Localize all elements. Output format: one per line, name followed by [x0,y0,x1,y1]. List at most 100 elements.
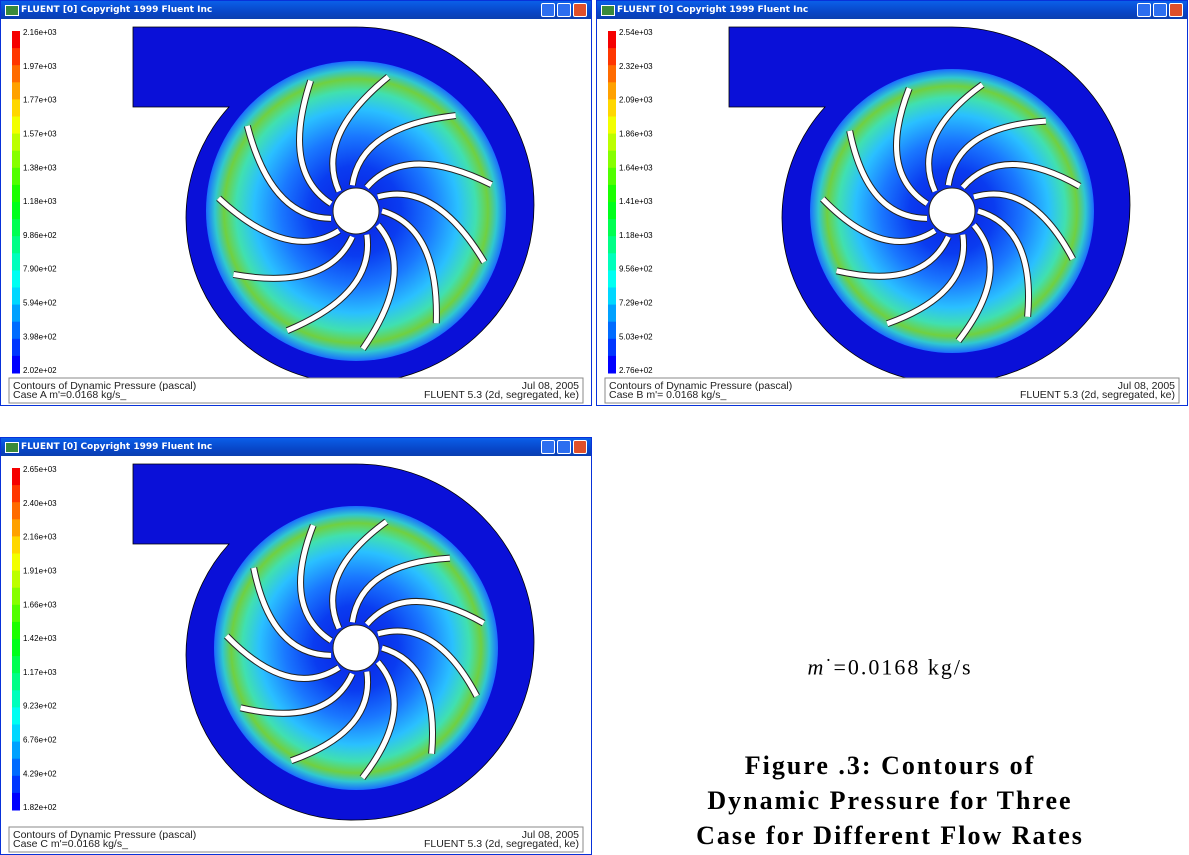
colorbar-label: 1.86e+03 [619,130,653,139]
close-button[interactable] [573,3,587,17]
hub [333,188,379,234]
colorbar-label: 1.18e+03 [619,231,653,240]
footer-text: FLUENT 5.3 (2d, segregated, ke) [424,389,579,401]
colorbar-band [12,485,20,503]
colorbar-band [608,270,616,288]
colorbar-label: 5.03e+02 [619,332,653,341]
colorbar-band [608,168,616,186]
colorbar-label: 1.18e+03 [23,197,57,206]
colorbar-label: 1.41e+03 [619,197,653,206]
footer-text: FLUENT 5.3 (2d, segregated, ke) [1020,389,1175,401]
colorbar-label: 2.65e+03 [23,465,57,474]
close-button[interactable] [1169,3,1183,17]
colorbar-label: 2.16e+03 [23,533,57,542]
colorbar-band [608,356,616,374]
footer-text: Case C m'=0.0168 kg/s_ [13,838,128,850]
minimize-button[interactable] [541,3,555,17]
maximize-button[interactable] [1153,3,1167,17]
colorbar-band [12,605,20,623]
colorbar-band [12,759,20,777]
colorbar-label: 2.54e+03 [619,28,653,37]
colorbar-band [12,639,20,657]
colorbar-band [12,554,20,572]
colorbar-label: 5.94e+02 [23,299,57,308]
colorbar-label: 9.56e+02 [619,265,653,274]
window-title: FLUENT [0] Copyright 1999 Fluent Inc [21,5,212,15]
app-icon [5,442,19,453]
colorbar-label: 7.29e+02 [619,299,653,308]
colorbar-band [12,571,20,589]
colorbar-band [12,253,20,271]
minimize-button[interactable] [541,440,555,454]
colorbar-band [608,82,616,100]
colorbar-band [12,339,20,357]
colorbar-band [12,270,20,288]
figure-caption: Figure .3: Contours of Dynamic Pressure … [600,748,1180,853]
colorbar-label: 4.29e+02 [23,769,57,778]
colorbar-label: 2.09e+03 [619,96,653,105]
hub [929,188,975,234]
footer-text: Case A m'=0.0168 kg/s_ [13,389,126,401]
colorbar-band [12,151,20,169]
maximize-button[interactable] [557,440,571,454]
colorbar-band [12,185,20,203]
colorbar-band [12,502,20,520]
colorbar-band [608,288,616,306]
mass-flow-value: =0.0168 kg/s [833,654,972,679]
minimize-button[interactable] [1137,3,1151,17]
colorbar-band [12,236,20,254]
colorbar-band [12,99,20,117]
colorbar-band [12,305,20,323]
colorbar-label: 1.38e+03 [23,163,57,172]
colorbar-label: 1.57e+03 [23,130,57,139]
colorbar-label: 1.42e+03 [23,634,57,643]
colorbar-band [608,31,616,49]
window-title: FLUENT [0] Copyright 1999 Fluent Inc [617,5,808,15]
colorbar-band [12,168,20,186]
footer-text: FLUENT 5.3 (2d, segregated, ke) [424,838,579,850]
colorbar-band [12,82,20,100]
maximize-button[interactable] [557,3,571,17]
colorbar-band [12,117,20,135]
colorbar-band [12,707,20,725]
colorbar-label: 1.17e+03 [23,668,57,677]
page: FLUENT [0] Copyright 1999 Fluent Inc 2.16… [0,0,1189,855]
colorbar-label: 9.23e+02 [23,702,57,711]
colorbar-band [608,151,616,169]
colorbar-band [608,99,616,117]
graphics: 2.65e+032.40e+032.16e+031.91e+031.66e+03… [1,456,591,854]
colorbar-label: 2.32e+03 [619,62,653,71]
footer-text: Case B m'= 0.0168 kg/s_ [609,389,726,401]
colorbar-band [12,776,20,794]
colorbar-band [608,117,616,135]
colorbar-band [12,134,20,152]
colorbar-label: 7.90e+02 [23,265,57,274]
colorbar-band [12,519,20,537]
colorbar-band [12,356,20,374]
colorbar-band [12,468,20,486]
colorbar-band [608,185,616,203]
colorbar-band [608,339,616,357]
colorbar-label: 9.86e+02 [23,231,57,240]
colorbar-band [12,219,20,237]
colorbar-band [12,48,20,66]
window: FLUENT [0] Copyright 1999 Fluent Inc 2.54… [596,0,1188,406]
colorbar-band [12,742,20,760]
title-bar: FLUENT [0] Copyright 1999 Fluent Inc [597,1,1187,19]
close-button[interactable] [573,440,587,454]
colorbar-band [12,288,20,306]
colorbar-band [12,536,20,554]
colorbar-band [12,725,20,743]
colorbar-band [608,219,616,237]
colorbar-band [12,31,20,49]
app-icon [601,5,615,16]
app-icon [5,5,19,16]
colorbar-label: 2.02e+02 [23,366,57,375]
colorbar-band [12,622,20,640]
colorbar-label: 2.76e+02 [619,366,653,375]
colorbar-band [12,202,20,220]
colorbar-label: 2.16e+03 [23,28,57,37]
colorbar-band [12,690,20,708]
colorbar-label: 3.98e+02 [23,332,57,341]
